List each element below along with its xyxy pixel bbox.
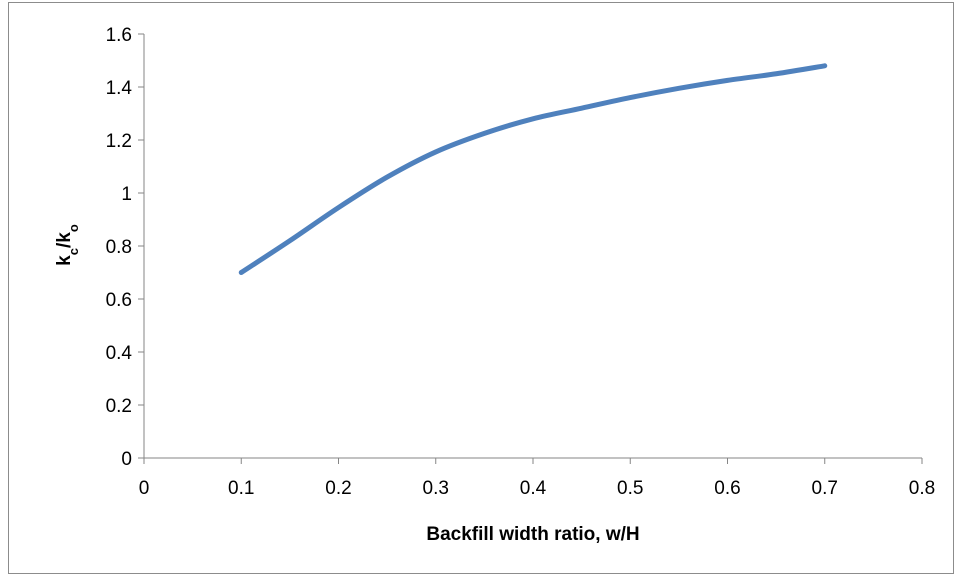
chart-area: [8, 2, 954, 574]
x-axis: 0 0.1 0.2 0.3 0.4 0.5 0.6 0.7 0.8: [139, 457, 935, 499]
y-tick-label: 0.6: [106, 290, 132, 311]
y-axis-title: kc/ko: [54, 224, 81, 266]
y-tick-label: 0.4: [106, 343, 133, 364]
series-line-0: [238, 63, 828, 275]
x-tick-label: 0: [139, 478, 150, 499]
y-title-k1: k: [54, 255, 75, 266]
y-tick-label: 1.6: [106, 25, 132, 46]
y-tick-label: 1.4: [106, 78, 133, 99]
x-tick-label: 0.8: [909, 478, 935, 499]
x-tick-label: 0.2: [325, 478, 351, 499]
plot-area: [238, 63, 828, 275]
y-tick-label: 0.8: [106, 237, 132, 258]
x-tick-label: 0.5: [617, 478, 643, 499]
y-axis: 0 0.2 0.4 0.6 0.8 1 1.2 1.4 1.6: [106, 25, 145, 470]
x-axis-title: Backfill width ratio, w/H: [426, 524, 639, 545]
y-tick-label: 1.2: [106, 131, 132, 152]
y-title-slash: /: [54, 242, 75, 248]
y-title-k2: k: [54, 232, 75, 243]
x-tick-label: 0.6: [714, 478, 740, 499]
y-title-sub-o: o: [66, 224, 81, 232]
x-tick-label: 0.1: [228, 478, 254, 499]
y-tick-label: 1: [121, 184, 132, 205]
y-tick-label: 0: [121, 449, 132, 470]
y-title-sub-c: c: [66, 248, 81, 255]
x-tick-label: 0.7: [812, 478, 838, 499]
y-tick-label: 0.2: [106, 396, 132, 417]
x-tick-label: 0.4: [520, 478, 547, 499]
x-tick-label: 0.3: [423, 478, 449, 499]
